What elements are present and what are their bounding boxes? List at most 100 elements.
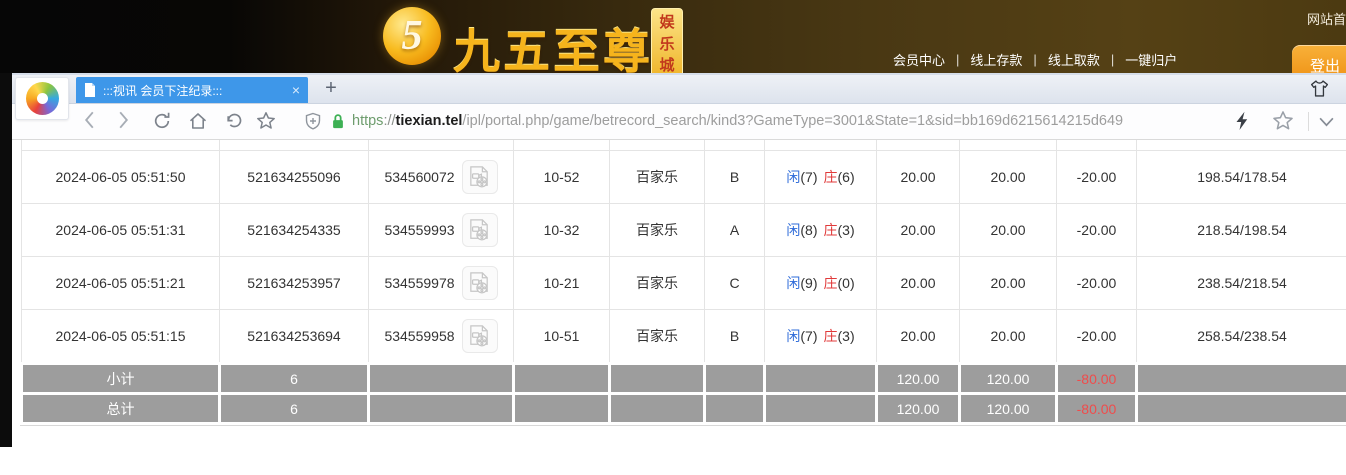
total-row: 总计 6 120.00 120.00 -80.00	[20, 392, 1346, 425]
total-win-loss: -80.00	[1055, 392, 1138, 425]
nav-online-deposit[interactable]: 线上存款	[970, 53, 1023, 68]
nav-online-withdraw[interactable]: 线上取款	[1047, 53, 1100, 68]
table-row: 2024-06-05 05:51:50 521634255096 5345600…	[21, 150, 1346, 204]
table-row: 2024-06-05 05:51:15 521634253694 5345599…	[21, 309, 1346, 364]
cell-round: 534559993	[368, 203, 514, 257]
video-replay-icon[interactable]	[461, 160, 498, 194]
cell-balance: 198.54/178.54	[1136, 150, 1346, 204]
cell-bet-id: 521634255096	[219, 150, 369, 204]
tab-close-icon[interactable]: ×	[291, 82, 300, 98]
url-path: /ipl/portal.php/game/betrecord_search/ki…	[462, 113, 1124, 129]
subtotal-label: 小计	[20, 362, 221, 395]
banker-score: (0)	[837, 275, 855, 291]
browser-menu-button[interactable]	[15, 77, 69, 120]
nav-one-key-transfer[interactable]: 一键归户	[1125, 53, 1178, 68]
player-label: 闲	[786, 275, 801, 291]
cell-seat: C	[704, 256, 765, 310]
player-score: (9)	[800, 275, 818, 291]
cell-table-no: 10-52	[513, 150, 610, 204]
table-row: 2024-06-05 05:51:31 521634254335 5345599…	[21, 203, 1346, 257]
cell-round: 534559978	[368, 256, 514, 310]
cell-game: 百家乐	[609, 150, 705, 204]
address-url[interactable]: https://tiexian.tel/ipl/portal.php/game/…	[352, 104, 1232, 139]
cell-time: 2024-06-05 05:51:21	[21, 256, 220, 310]
cell-result: 闲(7) 庄(3)	[764, 309, 877, 364]
home-page-link[interactable]: 网站首页	[1307, 12, 1346, 27]
banker-label: 庄	[823, 169, 838, 185]
badge-char: 娱	[659, 14, 675, 31]
nav-member-center[interactable]: 会员中心	[893, 53, 946, 68]
url-scheme: https	[352, 113, 384, 129]
cell-bet-id: 521634253694	[219, 309, 369, 364]
cell-bet-id: 521634254335	[219, 203, 369, 257]
toolbar-divider	[1308, 112, 1309, 131]
back-icon[interactable]	[84, 111, 95, 129]
bookmark-star-icon[interactable]	[1272, 110, 1294, 132]
tab-bet-records[interactable]: :::视讯 会员下注纪录::: ×	[76, 77, 308, 103]
cell-bet-amount[interactable]: 20.00	[876, 150, 960, 204]
nav-separator: |	[956, 52, 960, 67]
cell-game: 百家乐	[609, 203, 705, 257]
cell-seat: B	[704, 309, 765, 364]
home-icon[interactable]	[188, 111, 208, 131]
subtotal-win-loss: -80.00	[1055, 362, 1138, 395]
cell-time: 2024-06-05 05:51:15	[21, 309, 220, 364]
player-label: 闲	[786, 169, 801, 185]
underlying-page-edge	[0, 73, 12, 447]
cell-round: 534559958	[368, 309, 514, 364]
banker-score: (3)	[837, 328, 855, 344]
banker-label: 庄	[823, 222, 838, 238]
member-nav: 会员中心 | 线上存款 | 线上取款 | 一键归户	[893, 50, 1177, 69]
cell-time: 2024-06-05 05:51:50	[21, 150, 220, 204]
video-replay-icon[interactable]	[461, 213, 498, 247]
favorites-star-icon[interactable]	[256, 111, 276, 131]
cell-game: 百家乐	[609, 309, 705, 364]
total-valid-amount: 120.00	[958, 392, 1058, 425]
bet-records-table: 2024-06-05 05:51:50 521634255096 5345600…	[20, 140, 1346, 425]
subtotal-count: 6	[218, 362, 370, 395]
site-header: 5 九五至尊 娱 乐 城 网站首页 会员中心 | 线上存款 | 线上取款 | 一…	[0, 0, 1346, 73]
cell-table-no: 10-32	[513, 203, 610, 257]
video-replay-icon[interactable]	[461, 319, 498, 353]
cell-result: 闲(9) 庄(0)	[764, 256, 877, 310]
cell-bet-amount[interactable]: 20.00	[876, 203, 960, 257]
page-icon	[84, 83, 96, 97]
cell-win-loss: -20.00	[1056, 309, 1137, 364]
url-separator: ://	[383, 113, 396, 129]
cell-bet-amount[interactable]: 20.00	[876, 309, 960, 364]
toolbar-chevron-down-icon[interactable]	[1318, 116, 1335, 128]
site-logo-badge: 娱 乐 城	[651, 8, 683, 73]
theme-tshirt-icon[interactable]	[1309, 79, 1330, 98]
player-score: (7)	[800, 328, 818, 344]
video-replay-icon[interactable]	[461, 266, 498, 300]
subtotal-bet-amount: 120.00	[875, 362, 961, 395]
site-info-shield-icon[interactable]	[304, 112, 322, 131]
cell-balance: 218.54/198.54	[1136, 203, 1346, 257]
round-id: 534559958	[384, 328, 455, 344]
total-count: 6	[218, 392, 370, 425]
browser-window: :::视讯 会员下注纪录::: × +	[12, 73, 1346, 475]
cell-valid-amount: 20.00	[959, 150, 1057, 204]
badge-char: 城	[659, 57, 675, 73]
new-tab-button[interactable]: +	[325, 77, 337, 99]
banker-label: 庄	[823, 275, 838, 291]
logout-button[interactable]: 登出	[1292, 45, 1346, 73]
cell-seat: A	[704, 203, 765, 257]
player-score: (8)	[800, 222, 818, 238]
speed-lightning-icon[interactable]	[1234, 111, 1249, 131]
player-label: 闲	[786, 222, 801, 238]
cell-bet-id: 521634253957	[219, 256, 369, 310]
cell-time: 2024-06-05 05:51:31	[21, 203, 220, 257]
https-lock-icon[interactable]	[330, 112, 346, 131]
badge-char: 乐	[659, 35, 675, 53]
restore-tab-icon[interactable]	[224, 111, 244, 131]
cell-valid-amount: 20.00	[959, 256, 1057, 310]
cell-round: 534560072	[368, 150, 514, 204]
site-logo-icon: 5	[383, 7, 441, 65]
cell-bet-amount[interactable]: 20.00	[876, 256, 960, 310]
cell-result: 闲(7) 庄(6)	[764, 150, 877, 204]
forward-icon[interactable]	[118, 111, 129, 129]
refresh-icon[interactable]	[152, 111, 172, 131]
site-logo-title: 九五至尊	[453, 25, 653, 73]
url-domain: tiexian.tel	[395, 113, 463, 129]
